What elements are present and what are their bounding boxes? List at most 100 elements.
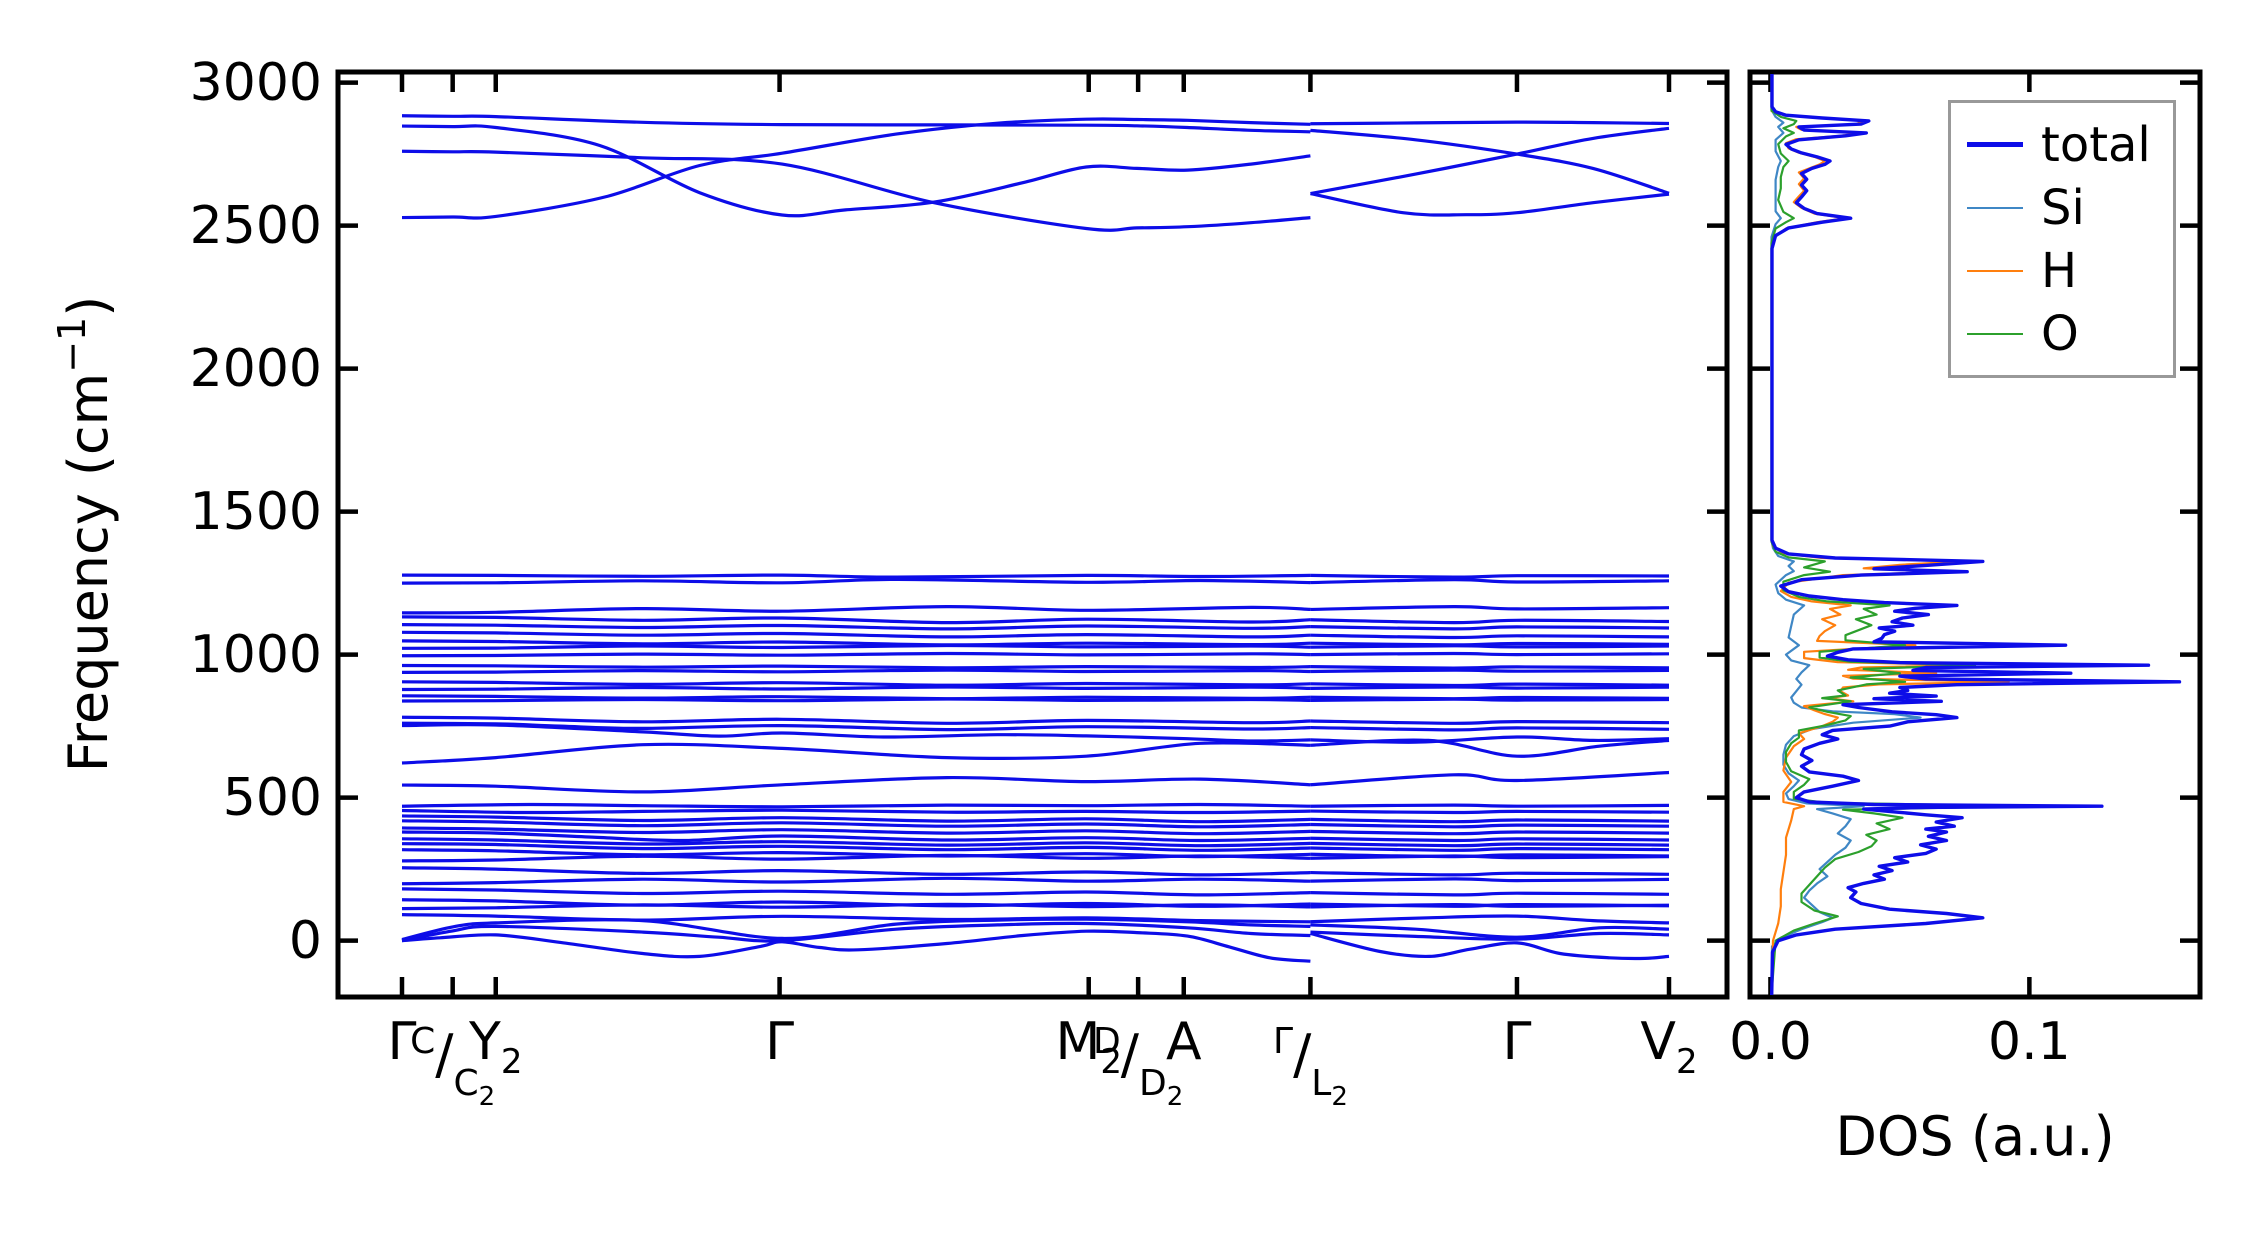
kpath-tick-label: Γ (1502, 1012, 1532, 1072)
phonon-band-segment (1310, 817, 1670, 824)
phonon-band-segment (1310, 573, 1670, 579)
phonon-band-segment (1310, 641, 1670, 647)
legend-label: H (2041, 242, 2078, 299)
kpath-tick-label: V2 (1640, 1012, 1698, 1082)
phonon-band-segment (1310, 870, 1670, 877)
phonon-band-segment (1310, 695, 1670, 701)
phonon-band-segment (1310, 902, 1670, 909)
kpath-tick-label: M2 (1055, 1012, 1122, 1082)
phonon-band-segment (401, 715, 1311, 725)
phonon-band-segment (1310, 822, 1670, 829)
phonon-band-segment (401, 837, 1311, 848)
phonon-band-segment (401, 668, 1311, 674)
kpath-tick-label: Γ/L2 (1273, 1021, 1348, 1112)
phonon-band-segment (401, 830, 1311, 843)
phonon-band-segment (401, 775, 1311, 794)
band-panel-frame (335, 69, 1730, 1000)
phonon-band-segment (1310, 877, 1670, 883)
phonon-band-segment (401, 741, 1311, 765)
phonon-band-segment (1310, 738, 1670, 758)
phonon-band-segment (401, 802, 1311, 809)
phonon-band-segment (1310, 685, 1670, 690)
phonon-band-segment (401, 663, 1311, 670)
phonon-band-segment (401, 853, 1311, 863)
phonon-band-segment (401, 680, 1311, 687)
phonon-band-segment (1310, 836, 1670, 843)
phonon-band-segment (1310, 618, 1670, 625)
phonon-band-segment (401, 921, 1311, 943)
phonon-band-segment (1310, 128, 1670, 195)
dos-curve-H (1770, 74, 2010, 996)
y-tick-label: 1000 (189, 624, 322, 685)
dos-legend: total Si H O (1948, 100, 2176, 378)
legend-item-Si: Si (1967, 183, 2173, 233)
legend-line-sample (1967, 269, 2023, 272)
y-tick-label: 500 (222, 767, 322, 828)
y-tick-label: 1500 (189, 481, 322, 542)
legend-item-total: total (1967, 120, 2173, 170)
phonon-band-segment (1310, 191, 1670, 217)
phonon-band-segment (401, 826, 1311, 836)
dos-curve-O (1770, 74, 2031, 996)
phonon-band-segment (1310, 697, 1670, 702)
legend-line-sample (1967, 332, 2023, 335)
phonon-band-segment (401, 114, 1311, 134)
phonon-band-segment (1310, 809, 1670, 815)
y-tick-label: 0 (288, 910, 322, 971)
legend-line-sample (1967, 206, 2023, 209)
phonon-band-segment (1310, 725, 1670, 732)
phonon-band-segment (1310, 651, 1670, 657)
phonon-band-segment (1310, 930, 1670, 941)
kpath-tick-label: A (1165, 1012, 1202, 1072)
phonon-band-segment (1310, 891, 1670, 897)
legend-label: Si (2041, 179, 2085, 236)
phonon-band-segment (401, 630, 1311, 639)
phonon-band-segment (401, 615, 1311, 625)
y-axis-label-post: ) (57, 295, 120, 317)
phonon-band-segment (1310, 126, 1670, 196)
phonon-band-segment (401, 685, 1311, 692)
phonon-band-segment (1310, 719, 1670, 725)
phonon-band-segment (401, 643, 1311, 650)
phonon-band-segment (401, 814, 1311, 824)
legend-item-H: H (1967, 246, 2173, 296)
y-tick-label: 2500 (189, 195, 322, 256)
phonon-band-segment (401, 124, 1311, 218)
phonon-band-segment (1310, 604, 1670, 612)
phonon-band-segment (401, 149, 1311, 232)
phonon-band-segment (1310, 846, 1670, 852)
phonon-band-segment (401, 723, 1311, 743)
kpath-tick-label: Γ (387, 1012, 417, 1072)
phonon-band-segment (1310, 644, 1670, 649)
phonon-band-segment (1310, 923, 1670, 939)
phonon-band-segment (1310, 841, 1670, 848)
phonon-band-segment (1310, 120, 1670, 126)
phonon-band-segment (401, 622, 1311, 631)
phonon-band-segment (401, 573, 1311, 579)
phonon-band-segment (1310, 770, 1670, 787)
legend-item-O: O (1967, 309, 2173, 359)
dos-panel-frame (1747, 69, 2203, 1000)
phonon-band-segment (1310, 803, 1670, 808)
phonon-band-segment (401, 866, 1311, 877)
phonon-band-segment (401, 917, 1311, 942)
phonon-band-segment (401, 694, 1311, 701)
phonon-band-segment (401, 577, 1311, 585)
phonon-band-segment (1310, 682, 1670, 688)
dos-curve-total (1770, 74, 2182, 996)
phonon-band-segment (1310, 914, 1670, 925)
phonon-band-segment (1310, 665, 1670, 670)
dos-x-axis-label: DOS (a.u.) (1835, 1105, 2115, 1168)
phonon-band-segment (401, 117, 1311, 220)
kpath-tick-label: D/D2 (1093, 1021, 1184, 1112)
dos-curve-Si (1770, 74, 1922, 996)
phonon-band-segment (401, 842, 1311, 852)
phonon-band-segment (1310, 668, 1670, 674)
legend-label: O (2041, 305, 2079, 362)
kpath-tick-label: Γ (765, 1012, 795, 1072)
dos-x-tick-label: 0.0 (1729, 1012, 1812, 1072)
phonon-band-segment (1310, 625, 1670, 631)
kpath-tick-label: C/C2 (410, 1021, 496, 1112)
phonon-band-segment (401, 876, 1311, 886)
